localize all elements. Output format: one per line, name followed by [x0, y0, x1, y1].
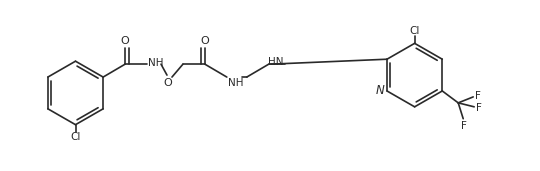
Text: NH: NH [148, 58, 164, 68]
Text: F: F [476, 103, 482, 113]
Text: Cl: Cl [70, 132, 80, 142]
Text: F: F [475, 91, 481, 101]
Text: N: N [375, 84, 384, 97]
Text: F: F [461, 121, 467, 131]
Text: HN: HN [268, 57, 284, 67]
Text: NH: NH [228, 78, 244, 88]
Text: O: O [121, 36, 130, 46]
Text: O: O [200, 36, 210, 46]
Text: O: O [164, 78, 172, 88]
Text: Cl: Cl [409, 26, 420, 36]
